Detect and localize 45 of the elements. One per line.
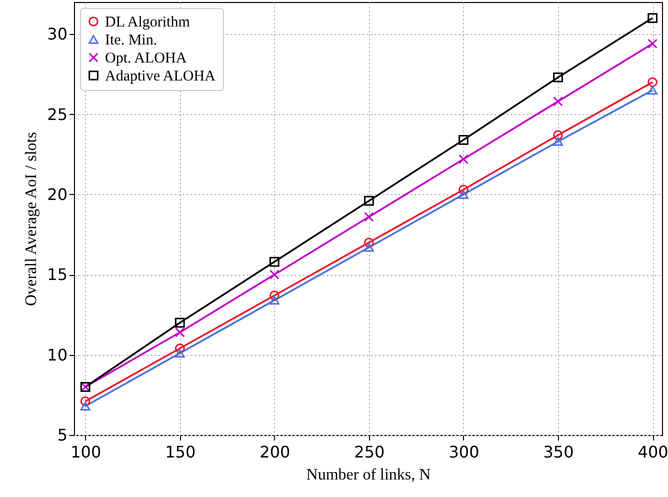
point (364, 196, 374, 206)
x-tick-label: 100 (70, 442, 102, 462)
point (458, 184, 468, 195)
legend-label: DL Algorithm (105, 14, 190, 30)
point (648, 13, 658, 23)
point (553, 72, 563, 82)
point (364, 212, 374, 222)
point (174, 348, 185, 358)
x-tick-label: 200 (260, 442, 290, 462)
y-tick-label: 25 (47, 104, 68, 124)
x-tick-label: 350 (543, 442, 574, 462)
point (553, 130, 563, 140)
y-tick-label: 15 (47, 265, 68, 284)
legend-label: Ite. Min. (105, 32, 158, 48)
point (269, 290, 280, 300)
point (174, 327, 185, 338)
x-tick-label: 150 (165, 442, 196, 462)
point (458, 134, 468, 145)
legend-label: Adaptive ALOHA (105, 68, 216, 84)
x-tick-label: 250 (354, 442, 385, 462)
x-tick-label: 400 (638, 442, 668, 462)
point (364, 242, 374, 252)
y-tick-label: 10 (47, 345, 68, 364)
point (174, 318, 185, 328)
legend-label: Opt. ALOHA (105, 50, 187, 66)
y-tick-label: 20 (47, 184, 68, 204)
x-tick-label: 300 (448, 442, 480, 462)
y-tick-label: 30 (47, 24, 68, 44)
point (269, 270, 280, 280)
point (553, 96, 563, 106)
point (80, 396, 90, 406)
point (648, 38, 658, 49)
point (269, 256, 280, 267)
point (648, 86, 658, 95)
point (269, 296, 280, 305)
point (458, 190, 468, 199)
point (458, 154, 468, 164)
y-axis-title: Overall Average AoI / slots (23, 132, 40, 306)
x-axis-title: Number of links, N (306, 466, 432, 484)
point (553, 137, 563, 146)
point (648, 77, 658, 88)
point (364, 238, 374, 248)
point (174, 343, 185, 354)
point (80, 402, 90, 411)
y-tick-label: 5 (57, 426, 68, 444)
